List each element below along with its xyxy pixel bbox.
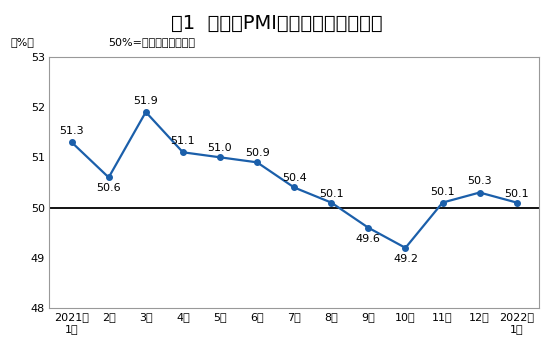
Text: 51.9: 51.9	[134, 96, 158, 106]
Text: 50.3: 50.3	[468, 177, 492, 186]
Text: 50.1: 50.1	[430, 186, 455, 196]
Text: 51.3: 51.3	[59, 126, 84, 136]
Text: （%）: （%）	[10, 37, 34, 47]
Text: 图1  制造业PMI指数（经季节调整）: 图1 制造业PMI指数（经季节调整）	[171, 14, 383, 33]
Text: 49.6: 49.6	[356, 234, 381, 244]
Text: 50%=与上月比较无变化: 50%=与上月比较无变化	[108, 37, 195, 47]
Text: 51.0: 51.0	[208, 143, 232, 153]
Text: 50.1: 50.1	[319, 188, 343, 199]
Text: 50.6: 50.6	[96, 184, 121, 193]
Text: 50.1: 50.1	[505, 188, 529, 199]
Text: 50.4: 50.4	[282, 173, 306, 184]
Text: 49.2: 49.2	[393, 254, 418, 264]
Text: 51.1: 51.1	[171, 136, 195, 146]
Text: 50.9: 50.9	[245, 148, 269, 158]
